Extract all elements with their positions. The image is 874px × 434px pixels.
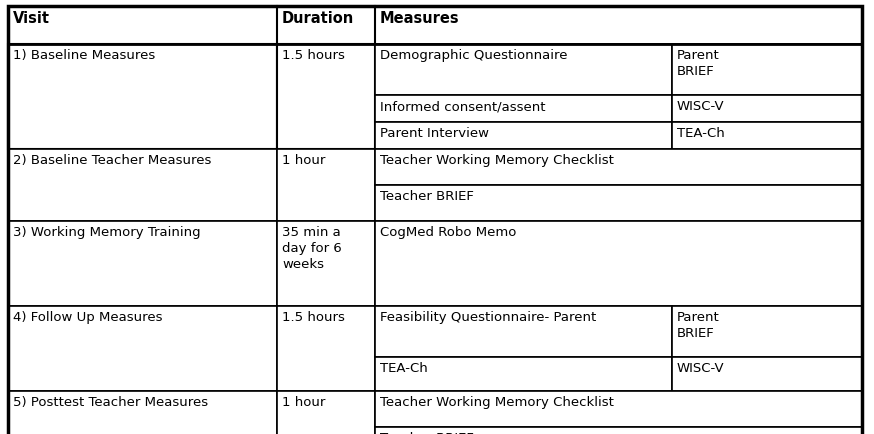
Bar <box>672 357 862 391</box>
Text: Informed consent/assent: Informed consent/assent <box>380 100 545 113</box>
Bar <box>672 122 862 149</box>
Bar <box>375 221 862 306</box>
Bar <box>277 391 375 434</box>
Text: Parent
BRIEF: Parent BRIEF <box>677 49 720 78</box>
Bar <box>375 44 672 95</box>
Bar <box>8 44 277 149</box>
Text: CogMed Robo Memo: CogMed Robo Memo <box>380 226 517 239</box>
Bar <box>672 44 862 95</box>
Bar <box>8 306 277 391</box>
Text: 5) Posttest Teacher Measures: 5) Posttest Teacher Measures <box>13 396 208 409</box>
Bar <box>375 306 672 357</box>
Text: Parent Interview: Parent Interview <box>380 127 489 140</box>
Bar <box>672 95 862 122</box>
Text: 1.5 hours: 1.5 hours <box>282 49 345 62</box>
Text: Feasibility Questionnaire- Parent: Feasibility Questionnaire- Parent <box>380 311 596 324</box>
Bar <box>8 6 862 44</box>
Text: Demographic Questionnaire: Demographic Questionnaire <box>380 49 567 62</box>
Text: TEA-Ch: TEA-Ch <box>380 362 427 375</box>
Bar <box>277 149 375 221</box>
Bar <box>277 306 375 391</box>
Text: Parent
BRIEF: Parent BRIEF <box>677 311 720 340</box>
Bar <box>8 221 277 306</box>
Text: WISC-V: WISC-V <box>677 362 725 375</box>
Bar <box>375 427 862 434</box>
Bar <box>375 149 862 185</box>
Text: 1) Baseline Measures: 1) Baseline Measures <box>13 49 156 62</box>
Bar <box>8 149 277 221</box>
Text: 1.5 hours: 1.5 hours <box>282 311 345 324</box>
Text: Visit: Visit <box>13 11 50 26</box>
Bar <box>375 357 672 391</box>
Bar <box>277 44 375 149</box>
Text: Teacher Working Memory Checklist: Teacher Working Memory Checklist <box>380 396 614 409</box>
Text: 35 min a
day for 6
weeks: 35 min a day for 6 weeks <box>282 226 342 271</box>
Bar <box>8 6 862 44</box>
Text: WISC-V: WISC-V <box>677 100 725 113</box>
Bar <box>672 306 862 357</box>
Text: TEA-Ch: TEA-Ch <box>677 127 725 140</box>
Text: 1 hour: 1 hour <box>282 396 325 409</box>
Bar <box>375 185 862 221</box>
Bar <box>375 122 672 149</box>
Text: Teacher Working Memory Checklist: Teacher Working Memory Checklist <box>380 154 614 167</box>
Text: Measures: Measures <box>380 11 460 26</box>
Text: 2) Baseline Teacher Measures: 2) Baseline Teacher Measures <box>13 154 212 167</box>
Text: 1 hour: 1 hour <box>282 154 325 167</box>
Text: Duration: Duration <box>282 11 354 26</box>
Bar <box>375 95 672 122</box>
Text: Teacher BRIEF: Teacher BRIEF <box>380 432 474 434</box>
Bar <box>375 391 862 427</box>
Text: 3) Working Memory Training: 3) Working Memory Training <box>13 226 201 239</box>
Text: 4) Follow Up Measures: 4) Follow Up Measures <box>13 311 163 324</box>
Bar <box>8 391 277 434</box>
Bar <box>277 221 375 306</box>
Text: Teacher BRIEF: Teacher BRIEF <box>380 190 474 203</box>
